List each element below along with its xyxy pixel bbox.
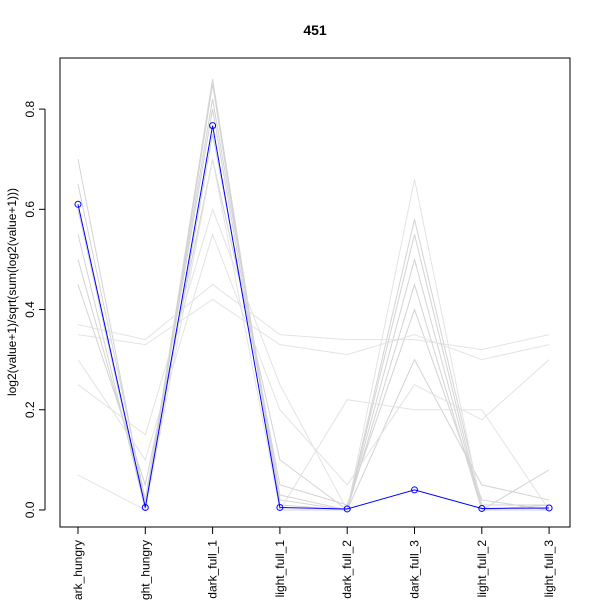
chart-title: 451 xyxy=(303,22,327,38)
series-line xyxy=(77,298,550,361)
y-tick-label: 0.4 xyxy=(23,301,37,318)
series-line xyxy=(77,125,550,510)
x-tick-label: light_full_1 xyxy=(273,540,287,598)
point xyxy=(478,504,486,512)
x-tick-label: light_full_2 xyxy=(475,540,489,598)
x-tick-label: dark_hungry xyxy=(71,540,85,600)
x-tick-label: light_full_3 xyxy=(542,540,556,598)
y-tick-label: 0.8 xyxy=(23,100,37,117)
x-tick-label: light_hungry xyxy=(138,540,152,600)
y-axis-label: log2(value+1)/sqrt(sum(log2(value+1))) xyxy=(5,188,19,396)
series-line xyxy=(77,134,550,511)
y-tick-label: 0.2 xyxy=(23,401,37,418)
x-tick-label: dark_full_3 xyxy=(408,540,422,599)
series-line xyxy=(77,179,550,512)
series-line xyxy=(77,159,550,512)
series-line xyxy=(77,78,550,511)
point xyxy=(545,504,553,512)
point xyxy=(411,486,418,494)
series-line xyxy=(77,83,550,511)
point xyxy=(209,122,217,130)
point xyxy=(343,505,351,513)
y-tick-label: 0.0 xyxy=(23,501,37,518)
point xyxy=(276,503,284,511)
x-tick-label: dark_full_1 xyxy=(206,540,220,599)
point xyxy=(141,503,149,511)
series-line xyxy=(77,99,550,511)
x-tick-label: dark_full_2 xyxy=(340,540,354,599)
point xyxy=(74,200,82,208)
series-line xyxy=(77,283,550,351)
y-tick-label: 0.6 xyxy=(23,201,37,218)
series-line xyxy=(77,232,550,486)
series-line xyxy=(77,159,550,511)
